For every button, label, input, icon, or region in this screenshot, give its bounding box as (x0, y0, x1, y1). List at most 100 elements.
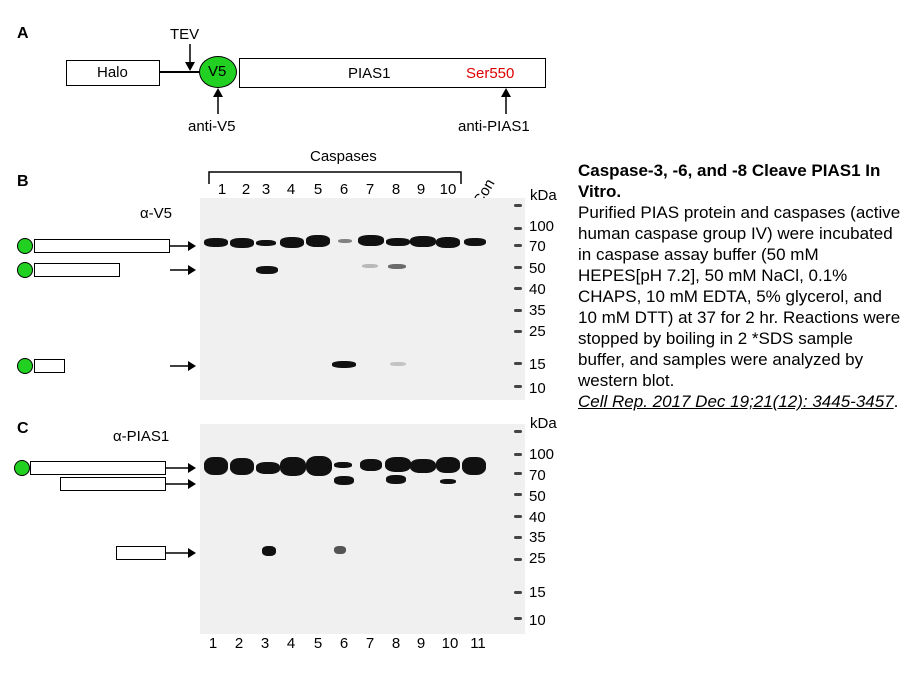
band (440, 479, 456, 484)
band (256, 240, 276, 246)
anti-v5-label: anti-V5 (188, 118, 236, 135)
v5-label: V5 (208, 63, 227, 80)
b-lane-2: 2 (241, 181, 251, 198)
c-lane-7: 7 (365, 635, 375, 652)
citation-link[interactable]: Cell Rep. 2017 Dec 19;21(12): 3445-3457 (578, 392, 894, 411)
c-lane-1: 1 (208, 635, 218, 652)
c-marker-70: 70 (529, 467, 546, 484)
pias1-box: PIAS1 Ser550 (239, 58, 546, 88)
band (410, 459, 436, 473)
band (280, 237, 304, 248)
b-lane-8: 8 (391, 181, 401, 198)
v5-dot-icon (17, 238, 33, 254)
band (386, 238, 410, 246)
c-lane-6: 6 (339, 635, 349, 652)
halo-box: Halo (66, 60, 160, 86)
b-marker-40: 40 (529, 281, 546, 298)
band (390, 362, 406, 366)
b-lane-3: 3 (261, 181, 271, 198)
band (410, 236, 436, 247)
caption-title: Caspase-3, -6, and -8 Cleave PIAS1 In Vi… (578, 161, 881, 201)
fragment-15 (34, 359, 65, 373)
c-marker-100: 100 (529, 446, 555, 463)
c-lane-5: 5 (313, 635, 323, 652)
b-marker-25: 25 (529, 323, 546, 340)
v5-dot-icon (17, 262, 33, 278)
c-marker-15: 15 (529, 584, 546, 601)
band (388, 264, 406, 269)
arrow-right-icon (166, 548, 196, 558)
band (338, 239, 352, 243)
band (332, 361, 356, 368)
ladder-mark (514, 558, 522, 561)
b-marker-15: 15 (529, 356, 546, 373)
band (358, 235, 384, 246)
b-marker-10: 10 (529, 380, 546, 397)
ladder-mark (514, 330, 522, 333)
c-lane-3: 3 (260, 635, 270, 652)
ladder-mark (514, 227, 522, 230)
band (256, 266, 278, 274)
c-lane-8: 8 (391, 635, 401, 652)
halo-linker (160, 71, 200, 73)
c-fragment-60 (60, 477, 166, 491)
arrow-right-icon (166, 463, 196, 473)
b-lane-7: 7 (365, 181, 375, 198)
band (256, 462, 280, 474)
b-antibody-label: α-V5 (140, 205, 173, 222)
panel-a-label: A (17, 25, 29, 42)
v5-dot-icon (17, 358, 33, 374)
arrow-right-icon (166, 479, 196, 489)
arrow-right-icon (170, 241, 196, 251)
citation-period: . (893, 392, 899, 411)
caption-body: Purified PIAS protein and caspases (acti… (578, 203, 901, 390)
band (362, 264, 378, 268)
c-kda-label: kDa (530, 415, 557, 432)
b-kda-label: kDa (530, 187, 557, 204)
v5-dot-icon (14, 460, 30, 476)
c-marker-25: 25 (529, 550, 546, 567)
ladder-mark (514, 453, 522, 456)
band (230, 238, 254, 248)
b-marker-50: 50 (529, 260, 546, 277)
b-marker-35: 35 (529, 302, 546, 319)
band (334, 462, 352, 468)
ladder-mark (514, 493, 522, 496)
c-antibody-label: α-PIAS1 (113, 428, 170, 445)
blot-b (200, 198, 525, 400)
band (360, 459, 382, 471)
b-lane-10: 10 (439, 181, 457, 198)
ladder-mark (514, 287, 522, 290)
c-marker-50: 50 (529, 488, 546, 505)
ladder-mark (514, 385, 522, 388)
panel-b-label: B (17, 173, 29, 190)
b-lane-9: 9 (416, 181, 426, 198)
ladder-mark (514, 617, 522, 620)
ladder-mark (514, 309, 522, 312)
band (462, 457, 486, 475)
pias1-label: PIAS1 (348, 65, 391, 82)
arrow-right-icon (170, 265, 196, 275)
ladder-mark (514, 472, 522, 475)
ladder-mark (514, 244, 522, 247)
band (306, 235, 330, 247)
ladder-mark (514, 430, 522, 433)
band (386, 475, 406, 484)
c-fragment-25 (116, 546, 166, 560)
band (230, 458, 254, 475)
v5-tag: V5 (199, 56, 237, 88)
band (464, 238, 486, 246)
ladder-mark (514, 515, 522, 518)
caspases-label: Caspases (310, 148, 377, 165)
anti-pias1-label: anti-PIAS1 (458, 118, 530, 135)
band (334, 546, 346, 554)
band (334, 476, 354, 485)
band (436, 457, 460, 473)
c-marker-40: 40 (529, 509, 546, 526)
c-lane-11: 11 (470, 635, 486, 652)
band (436, 237, 460, 248)
c-lane-2: 2 (234, 635, 244, 652)
band (262, 546, 276, 556)
b-lane-4: 4 (286, 181, 296, 198)
ladder-mark (514, 266, 522, 269)
